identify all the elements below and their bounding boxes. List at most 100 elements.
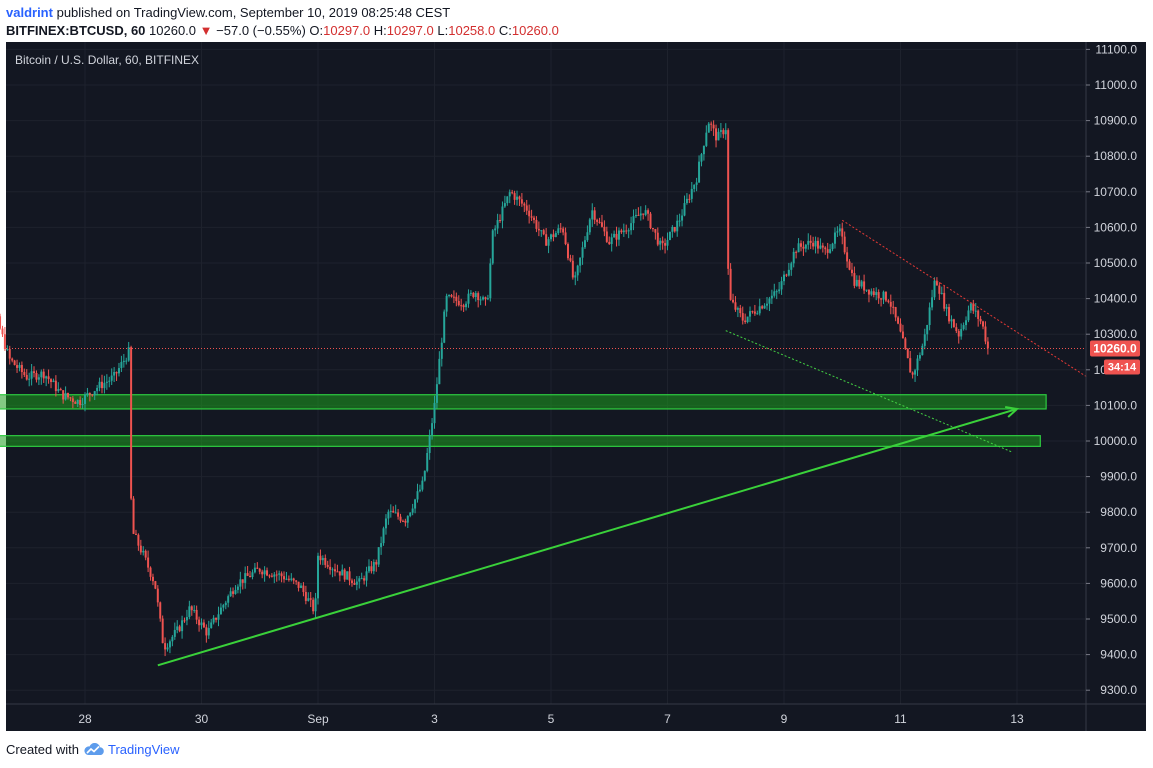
candle-body bbox=[71, 398, 74, 402]
candle-body bbox=[222, 605, 225, 608]
candle-body bbox=[666, 239, 669, 246]
candle-body bbox=[739, 308, 742, 314]
candle-body bbox=[168, 641, 171, 648]
candle-body bbox=[766, 303, 769, 306]
candle-body bbox=[76, 400, 79, 404]
candle-body bbox=[639, 213, 642, 216]
candle-body bbox=[838, 228, 841, 232]
candle-body bbox=[892, 306, 895, 308]
candle-body bbox=[326, 564, 329, 567]
candle-body bbox=[506, 196, 509, 204]
candle-body bbox=[185, 617, 188, 621]
tradingview-link[interactable]: TradingView bbox=[83, 742, 180, 757]
close-label: C: bbox=[498, 23, 512, 38]
last-price-badge bbox=[1090, 340, 1140, 357]
candle-body bbox=[122, 360, 125, 362]
candle-body bbox=[693, 184, 696, 189]
candle-body bbox=[307, 598, 310, 601]
candle-body bbox=[926, 325, 929, 335]
candle-body bbox=[134, 533, 137, 535]
candle-body bbox=[943, 292, 946, 309]
candle-body bbox=[974, 310, 977, 312]
candle-body bbox=[450, 295, 453, 297]
candle-body bbox=[860, 281, 863, 287]
candle-body bbox=[217, 614, 220, 620]
candle-body bbox=[826, 249, 829, 253]
candle-body bbox=[236, 586, 239, 590]
candle-body bbox=[550, 234, 552, 240]
candle-body bbox=[433, 402, 436, 424]
candle-body bbox=[69, 397, 72, 399]
candle-body bbox=[266, 570, 269, 576]
candle-body bbox=[945, 307, 948, 309]
candle-body bbox=[914, 370, 917, 375]
candle-body bbox=[865, 289, 868, 291]
candle-body bbox=[736, 308, 739, 310]
falling-trendline-red bbox=[841, 219, 1088, 378]
candle-body bbox=[799, 243, 802, 247]
candle-body bbox=[622, 230, 625, 233]
candle-body bbox=[287, 578, 290, 580]
candle-body bbox=[292, 578, 295, 581]
candle-body bbox=[717, 131, 720, 141]
candle-body bbox=[564, 232, 567, 245]
time-axis[interactable]: 28 30 Sep 3 5 7 9 11 13 bbox=[78, 712, 1024, 726]
support-zone bbox=[0, 435, 1041, 447]
candle-body bbox=[802, 246, 805, 249]
candle-body bbox=[440, 342, 443, 359]
candle-body bbox=[610, 237, 613, 245]
candle-body bbox=[285, 578, 288, 580]
candle-body bbox=[244, 573, 247, 583]
candle-body bbox=[234, 589, 237, 594]
candle-body bbox=[496, 220, 499, 229]
candle-body bbox=[858, 279, 861, 287]
grid-lines bbox=[6, 42, 1086, 704]
candle-body bbox=[836, 231, 839, 233]
candle-body bbox=[545, 234, 548, 246]
price-tick-label: 10400.0 bbox=[1094, 292, 1138, 306]
candle-body bbox=[59, 388, 62, 391]
candle-body bbox=[734, 302, 737, 310]
candle-body bbox=[569, 258, 572, 261]
candle-body bbox=[821, 245, 824, 248]
candle-body bbox=[841, 228, 844, 237]
candle-body bbox=[744, 320, 747, 323]
candle-body bbox=[188, 606, 191, 618]
candle-body bbox=[96, 387, 99, 392]
candle-body bbox=[833, 232, 836, 244]
candle-body bbox=[571, 260, 574, 278]
candle-body bbox=[207, 628, 210, 636]
candle-body bbox=[343, 569, 346, 580]
candle-body bbox=[681, 215, 684, 221]
candle-body bbox=[333, 569, 336, 572]
created-with-label: Created with bbox=[6, 742, 79, 757]
candle-body bbox=[921, 345, 924, 356]
candle-body bbox=[819, 245, 822, 249]
support-zone bbox=[0, 394, 1047, 410]
candle-body bbox=[637, 214, 640, 216]
candle-body bbox=[469, 292, 472, 294]
candle-body bbox=[350, 580, 353, 584]
author-link[interactable]: valdrint bbox=[6, 5, 53, 20]
candle-body bbox=[387, 511, 390, 519]
candle-body bbox=[644, 210, 647, 215]
candle-body bbox=[86, 392, 89, 395]
candle-body bbox=[710, 123, 713, 125]
candle-body bbox=[62, 390, 65, 400]
symbol-label: BITFINEX:BTCUSD, 60 bbox=[6, 23, 146, 38]
candle-body bbox=[719, 130, 722, 132]
price-tick-label: 9700.0 bbox=[1100, 541, 1137, 555]
candle-body bbox=[931, 297, 934, 308]
candle-body bbox=[139, 545, 142, 553]
candle-body bbox=[246, 573, 249, 576]
candle-body bbox=[807, 240, 810, 245]
candle-body bbox=[110, 375, 113, 381]
candle-body bbox=[530, 216, 533, 218]
price-tick-label: 9900.0 bbox=[1100, 470, 1137, 484]
price-tick-label: 9300.0 bbox=[1100, 683, 1137, 697]
candle-body bbox=[321, 557, 324, 561]
candles bbox=[0, 120, 989, 657]
candle-body bbox=[829, 249, 832, 253]
price-tick-label: 10700.0 bbox=[1094, 185, 1138, 199]
